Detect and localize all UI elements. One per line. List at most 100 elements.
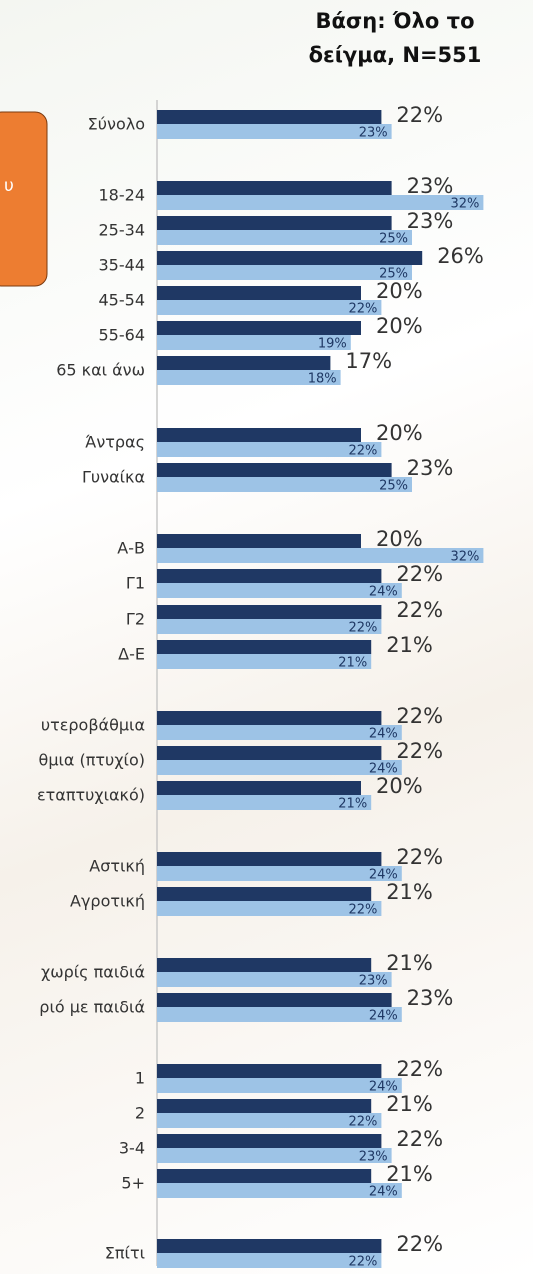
value-label: 23% <box>407 456 454 480</box>
bar <box>157 1007 402 1022</box>
category-label: χωρίς παιδιά <box>41 963 145 982</box>
category-label: εταπτυχιακό) <box>37 786 145 805</box>
bar <box>157 286 361 300</box>
bar <box>157 321 361 335</box>
category-label: 35-44 <box>99 256 146 275</box>
bar <box>157 1078 402 1093</box>
chart-title: Βάση: Όλο το δείγμα, N=551 <box>270 4 520 72</box>
value-label: 19% <box>318 337 347 352</box>
value-label: 23% <box>359 1150 388 1165</box>
page: υ Σύνολο23%22%18-2432%23%25-3425%23%35-4… <box>0 0 533 1274</box>
value-label: 21% <box>338 797 367 812</box>
value-label: 23% <box>407 986 454 1010</box>
value-label: 20% <box>376 421 423 445</box>
category-label: 45-54 <box>99 291 146 310</box>
category-label: Αγροτική <box>70 892 145 911</box>
bar <box>157 781 361 795</box>
value-label: 23% <box>359 974 388 989</box>
value-label: 22% <box>396 1127 443 1151</box>
bar <box>157 760 402 775</box>
category-label: ριό με παιδιά <box>39 998 145 1017</box>
value-label: 32% <box>450 197 479 212</box>
value-label: 24% <box>369 727 398 742</box>
value-label: 18% <box>308 372 337 387</box>
value-label: 22% <box>396 598 443 622</box>
bar <box>157 265 412 280</box>
value-label: 22% <box>396 704 443 728</box>
value-label: 21% <box>386 633 433 657</box>
bar <box>157 972 392 987</box>
value-label: 20% <box>376 279 423 303</box>
value-label: 24% <box>369 585 398 600</box>
category-label: Γ2 <box>126 610 145 629</box>
bar <box>157 1099 371 1113</box>
bar <box>157 583 402 598</box>
bar <box>157 1134 381 1148</box>
value-label: 23% <box>359 126 388 141</box>
category-label: 25-34 <box>99 221 146 240</box>
chart: υ Σύνολο23%22%18-2432%23%25-3425%23%35-4… <box>0 0 533 1274</box>
bar <box>157 548 483 563</box>
bar <box>157 110 381 124</box>
bar <box>157 356 330 370</box>
value-label: 22% <box>396 103 443 127</box>
value-label: 25% <box>379 232 408 247</box>
value-label: 24% <box>369 1185 398 1200</box>
value-label: 22% <box>348 903 377 918</box>
value-label: 21% <box>386 880 433 904</box>
callout-text: υ <box>4 176 14 196</box>
value-label: 24% <box>369 1009 398 1024</box>
value-label: 22% <box>396 739 443 763</box>
bar <box>157 124 392 139</box>
callout-box <box>0 112 47 286</box>
category-label: υτεροβάθμια <box>41 716 145 735</box>
value-label: 22% <box>348 1115 377 1130</box>
bar <box>157 640 371 654</box>
bar <box>157 1183 402 1198</box>
value-label: 32% <box>450 550 479 565</box>
value-label: 21% <box>386 951 433 975</box>
bar <box>157 711 381 725</box>
category-label: Α-Β <box>117 539 145 558</box>
value-label: 25% <box>379 479 408 494</box>
category-label: 55-64 <box>99 326 146 345</box>
value-label: 22% <box>348 302 377 317</box>
category-label: Δ-Ε <box>118 645 145 664</box>
bar <box>157 993 392 1007</box>
value-label: 20% <box>376 527 423 551</box>
category-label: 1 <box>135 1069 145 1088</box>
category-label: θμια (πτυχίο) <box>39 751 145 770</box>
category-label: 3-4 <box>119 1139 145 1158</box>
value-label: 23% <box>407 209 454 233</box>
bar <box>157 477 412 492</box>
bar <box>157 866 402 881</box>
value-label: 26% <box>437 244 484 268</box>
bar <box>157 230 412 245</box>
bar <box>157 534 361 548</box>
bar <box>157 569 381 583</box>
category-label: 5+ <box>121 1174 145 1193</box>
category-label: Άντρας <box>85 433 145 452</box>
category-label: Σπίτι <box>105 1244 145 1263</box>
bar <box>157 428 361 442</box>
value-label: 17% <box>345 349 392 373</box>
bar <box>157 958 371 972</box>
category-label: 18-24 <box>99 186 146 205</box>
value-label: 20% <box>376 314 423 338</box>
value-label: 20% <box>376 774 423 798</box>
bar <box>157 1064 381 1078</box>
bar <box>157 216 392 230</box>
value-label: 22% <box>396 1057 443 1081</box>
value-label: 22% <box>396 1232 443 1256</box>
category-label: Αστική <box>89 857 145 876</box>
bar <box>157 463 392 477</box>
value-label: 22% <box>396 845 443 869</box>
value-label: 21% <box>338 656 367 671</box>
value-label: 21% <box>386 1162 433 1186</box>
category-label: 65 και άνω <box>56 361 145 380</box>
value-label: 23% <box>407 174 454 198</box>
category-label: Γυναίκα <box>82 468 145 487</box>
category-label: 2 <box>135 1104 145 1123</box>
value-label: 22% <box>348 1255 377 1270</box>
bar <box>157 1148 392 1163</box>
